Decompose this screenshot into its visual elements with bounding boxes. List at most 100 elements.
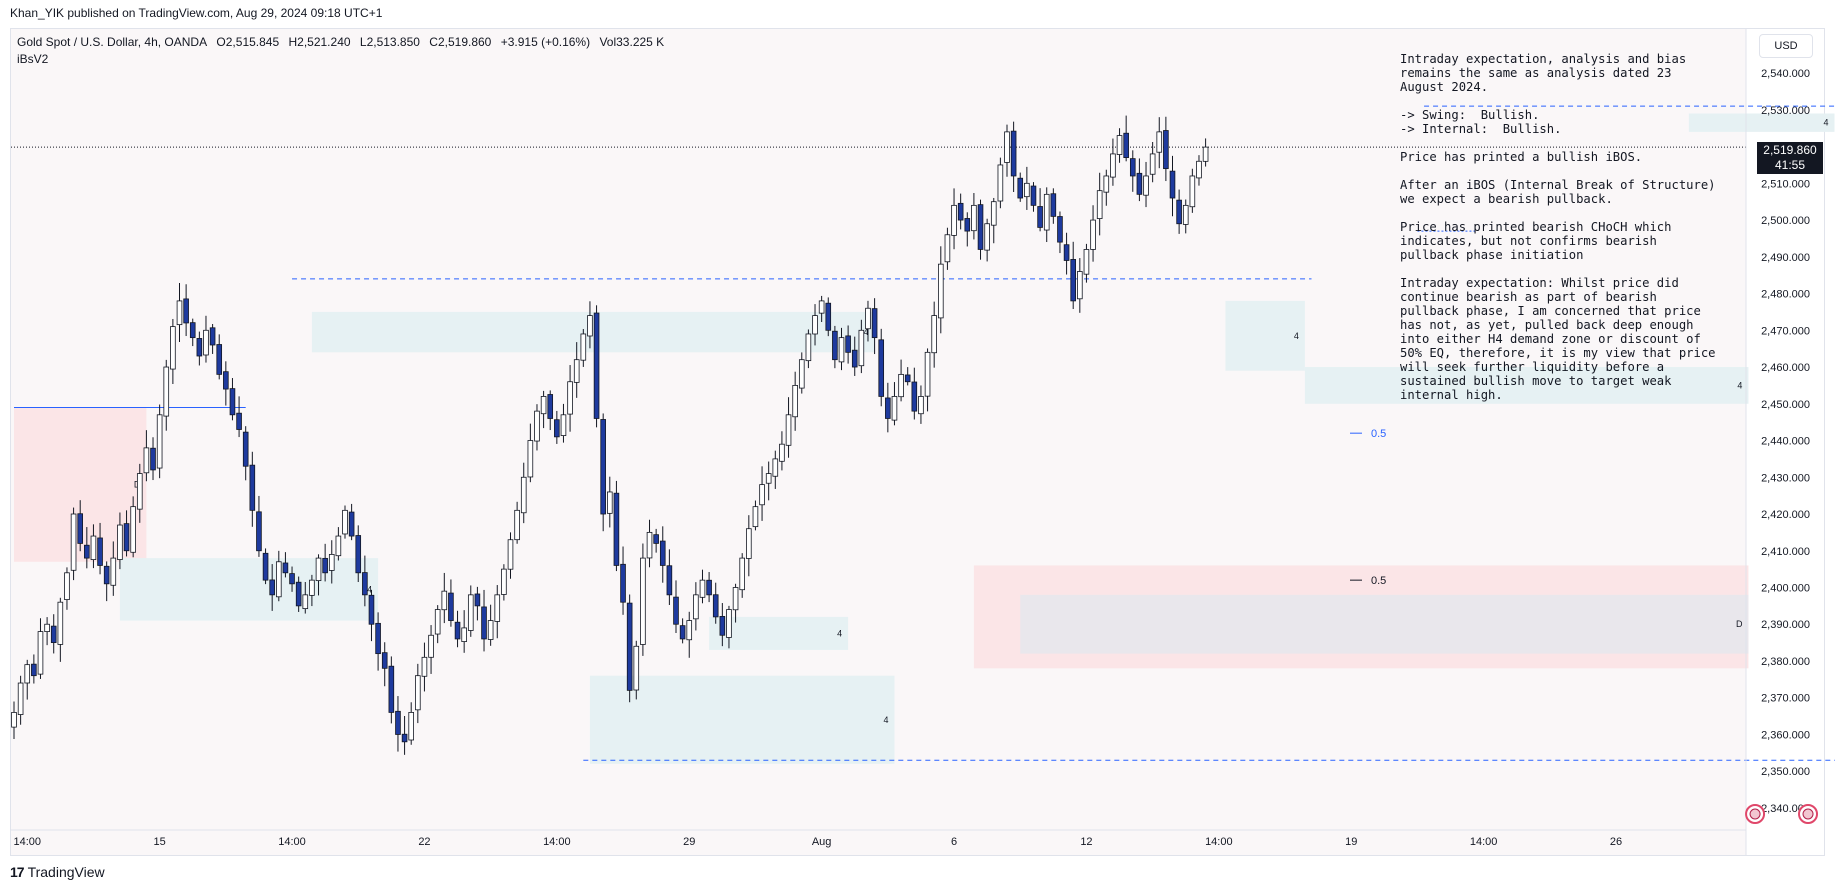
bull-candle[interactable] <box>633 645 640 691</box>
bear-candle[interactable] <box>659 540 666 566</box>
bull-candle[interactable] <box>646 531 653 559</box>
bull-candle[interactable] <box>335 535 342 557</box>
bull-candle[interactable] <box>514 509 520 541</box>
bear-candle[interactable] <box>706 579 712 596</box>
bear-candle[interactable] <box>620 563 626 603</box>
bear-candle[interactable] <box>97 537 103 566</box>
bull-candle[interactable] <box>1156 131 1163 153</box>
bear-candle[interactable] <box>712 594 719 618</box>
bull-candle[interactable] <box>1090 219 1096 250</box>
bull-candle[interactable] <box>779 443 785 462</box>
bull-candle[interactable] <box>990 201 997 226</box>
bull-candle[interactable] <box>130 506 136 553</box>
bull-candle[interactable] <box>1077 271 1083 300</box>
bear-candle[interactable] <box>322 557 328 574</box>
bear-candle[interactable] <box>845 335 851 353</box>
bull-candle[interactable] <box>342 509 348 535</box>
bull-candle[interactable] <box>944 234 951 263</box>
time-axis[interactable]: 14:00 15 14:00 22 14:00 29 Aug 6 12 14:00 19 14:00 2… <box>11 829 1746 848</box>
bear-candle[interactable] <box>388 665 395 713</box>
bear-candle[interactable] <box>236 412 242 430</box>
bear-candle[interactable] <box>229 388 236 416</box>
bull-candle[interactable] <box>587 315 593 337</box>
bull-candle[interactable] <box>1202 146 1209 162</box>
bear-candle[interactable] <box>355 535 362 574</box>
bull-candle[interactable] <box>699 579 706 598</box>
bull-candle[interactable] <box>441 590 448 611</box>
bull-candle[interactable] <box>507 539 514 570</box>
bear-candle[interactable] <box>1123 132 1129 159</box>
bear-candle[interactable] <box>481 606 487 640</box>
bear-candle[interactable] <box>189 322 196 339</box>
bull-candle[interactable] <box>640 557 646 645</box>
bear-candle[interactable] <box>666 565 673 596</box>
bull-candle[interactable] <box>434 609 441 635</box>
bear-candle[interactable] <box>1070 259 1077 302</box>
bull-candle[interactable] <box>918 396 924 415</box>
bull-candle[interactable] <box>315 557 322 582</box>
bull-candle[interactable] <box>143 447 150 474</box>
bull-candle[interactable] <box>163 366 170 417</box>
bull-candle[interactable] <box>785 414 792 446</box>
bull-candle[interactable] <box>798 359 805 389</box>
bull-candle[interactable] <box>759 484 765 506</box>
bull-candle[interactable] <box>891 396 898 421</box>
indicator-legend[interactable]: iBsV2 <box>17 52 49 66</box>
bull-candle[interactable] <box>170 326 176 370</box>
bear-candle[interactable] <box>216 344 223 375</box>
bear-candle[interactable] <box>825 302 832 331</box>
bull-candle[interactable] <box>818 300 825 314</box>
bear-candle[interactable] <box>401 733 408 743</box>
bear-candle[interactable] <box>395 710 401 735</box>
bear-candle[interactable] <box>593 312 600 419</box>
bear-candle[interactable] <box>547 394 554 419</box>
bull-candle[interactable] <box>110 557 117 586</box>
bull-candle[interactable] <box>686 620 693 641</box>
bull-candle[interactable] <box>573 359 580 383</box>
bear-candle[interactable] <box>183 298 189 324</box>
bear-candle[interactable] <box>289 573 295 585</box>
bear-candle[interactable] <box>1037 206 1043 228</box>
bear-candle[interactable] <box>871 308 878 339</box>
bear-candle[interactable] <box>362 572 368 596</box>
candles-layer[interactable] <box>11 115 1209 755</box>
bull-candle[interactable] <box>302 594 309 610</box>
bull-candle[interactable] <box>1103 175 1110 193</box>
bull-candle[interactable] <box>1149 153 1156 175</box>
bear-candle[interactable] <box>613 492 620 566</box>
bear-candle[interactable] <box>957 202 964 221</box>
bear-candle[interactable] <box>1129 158 1136 177</box>
bull-candle[interactable] <box>607 491 613 514</box>
bull-candle[interactable] <box>924 351 931 397</box>
bear-candle[interactable] <box>679 625 686 640</box>
bear-candle[interactable] <box>885 397 891 419</box>
bear-candle[interactable] <box>150 447 156 471</box>
bear-candle[interactable] <box>626 602 633 691</box>
bull-candle[interactable] <box>951 204 957 236</box>
bull-candle[interactable] <box>1083 249 1090 275</box>
bull-candle[interactable] <box>90 535 97 560</box>
bull-candle[interactable] <box>752 506 759 528</box>
bear-candle[interactable] <box>1030 185 1037 206</box>
bull-candle[interactable] <box>838 337 845 363</box>
bull-candle[interactable] <box>938 263 944 319</box>
bull-candle[interactable] <box>1189 175 1196 208</box>
bull-candle[interactable] <box>1096 190 1103 219</box>
bull-candle[interactable] <box>1024 182 1030 198</box>
bull-candle[interactable] <box>1043 193 1050 231</box>
bull-candle[interactable] <box>415 675 421 711</box>
bull-candle[interactable] <box>467 594 474 631</box>
bear-candle[interactable] <box>977 204 984 250</box>
bear-candle[interactable] <box>1136 172 1143 195</box>
bull-candle[interactable] <box>1004 131 1010 163</box>
bull-candle[interactable] <box>805 333 812 362</box>
bull-candle[interactable] <box>156 414 163 469</box>
bull-candle[interactable] <box>534 410 540 442</box>
bear-candle[interactable] <box>249 464 256 511</box>
bull-candle[interactable] <box>275 561 282 598</box>
bear-candle[interactable] <box>600 419 606 515</box>
bull-candle[interactable] <box>865 307 871 330</box>
bull-candle[interactable] <box>408 712 414 741</box>
bear-candle[interactable] <box>269 579 275 596</box>
bull-candle[interactable] <box>461 627 467 642</box>
